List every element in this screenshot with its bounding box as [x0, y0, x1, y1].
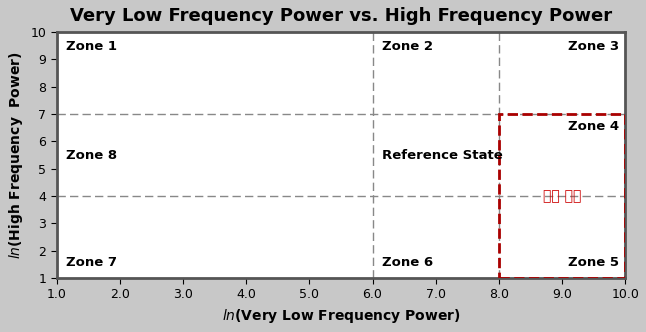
Text: Reference State: Reference State — [382, 148, 503, 162]
X-axis label: $\it{ln}$(Very Low Frequency Power): $\it{ln}$(Very Low Frequency Power) — [222, 307, 461, 325]
Text: Zone 1: Zone 1 — [67, 40, 118, 53]
Text: Zone 6: Zone 6 — [382, 256, 433, 269]
Text: Zone 2: Zone 2 — [382, 40, 433, 53]
Text: Zone 8: Zone 8 — [67, 148, 118, 162]
Text: Zone 5: Zone 5 — [568, 256, 619, 269]
Text: Zone 3: Zone 3 — [568, 40, 619, 53]
Text: 교감 피로: 교감 피로 — [543, 189, 581, 203]
Bar — [499, 114, 625, 278]
Title: Very Low Frequency Power vs. High Frequency Power: Very Low Frequency Power vs. High Freque… — [70, 7, 612, 25]
Text: Zone 7: Zone 7 — [67, 256, 118, 269]
Y-axis label: $\it{ln}$(High Frequency  Power): $\it{ln}$(High Frequency Power) — [7, 51, 25, 259]
Text: Zone 4: Zone 4 — [568, 120, 619, 132]
